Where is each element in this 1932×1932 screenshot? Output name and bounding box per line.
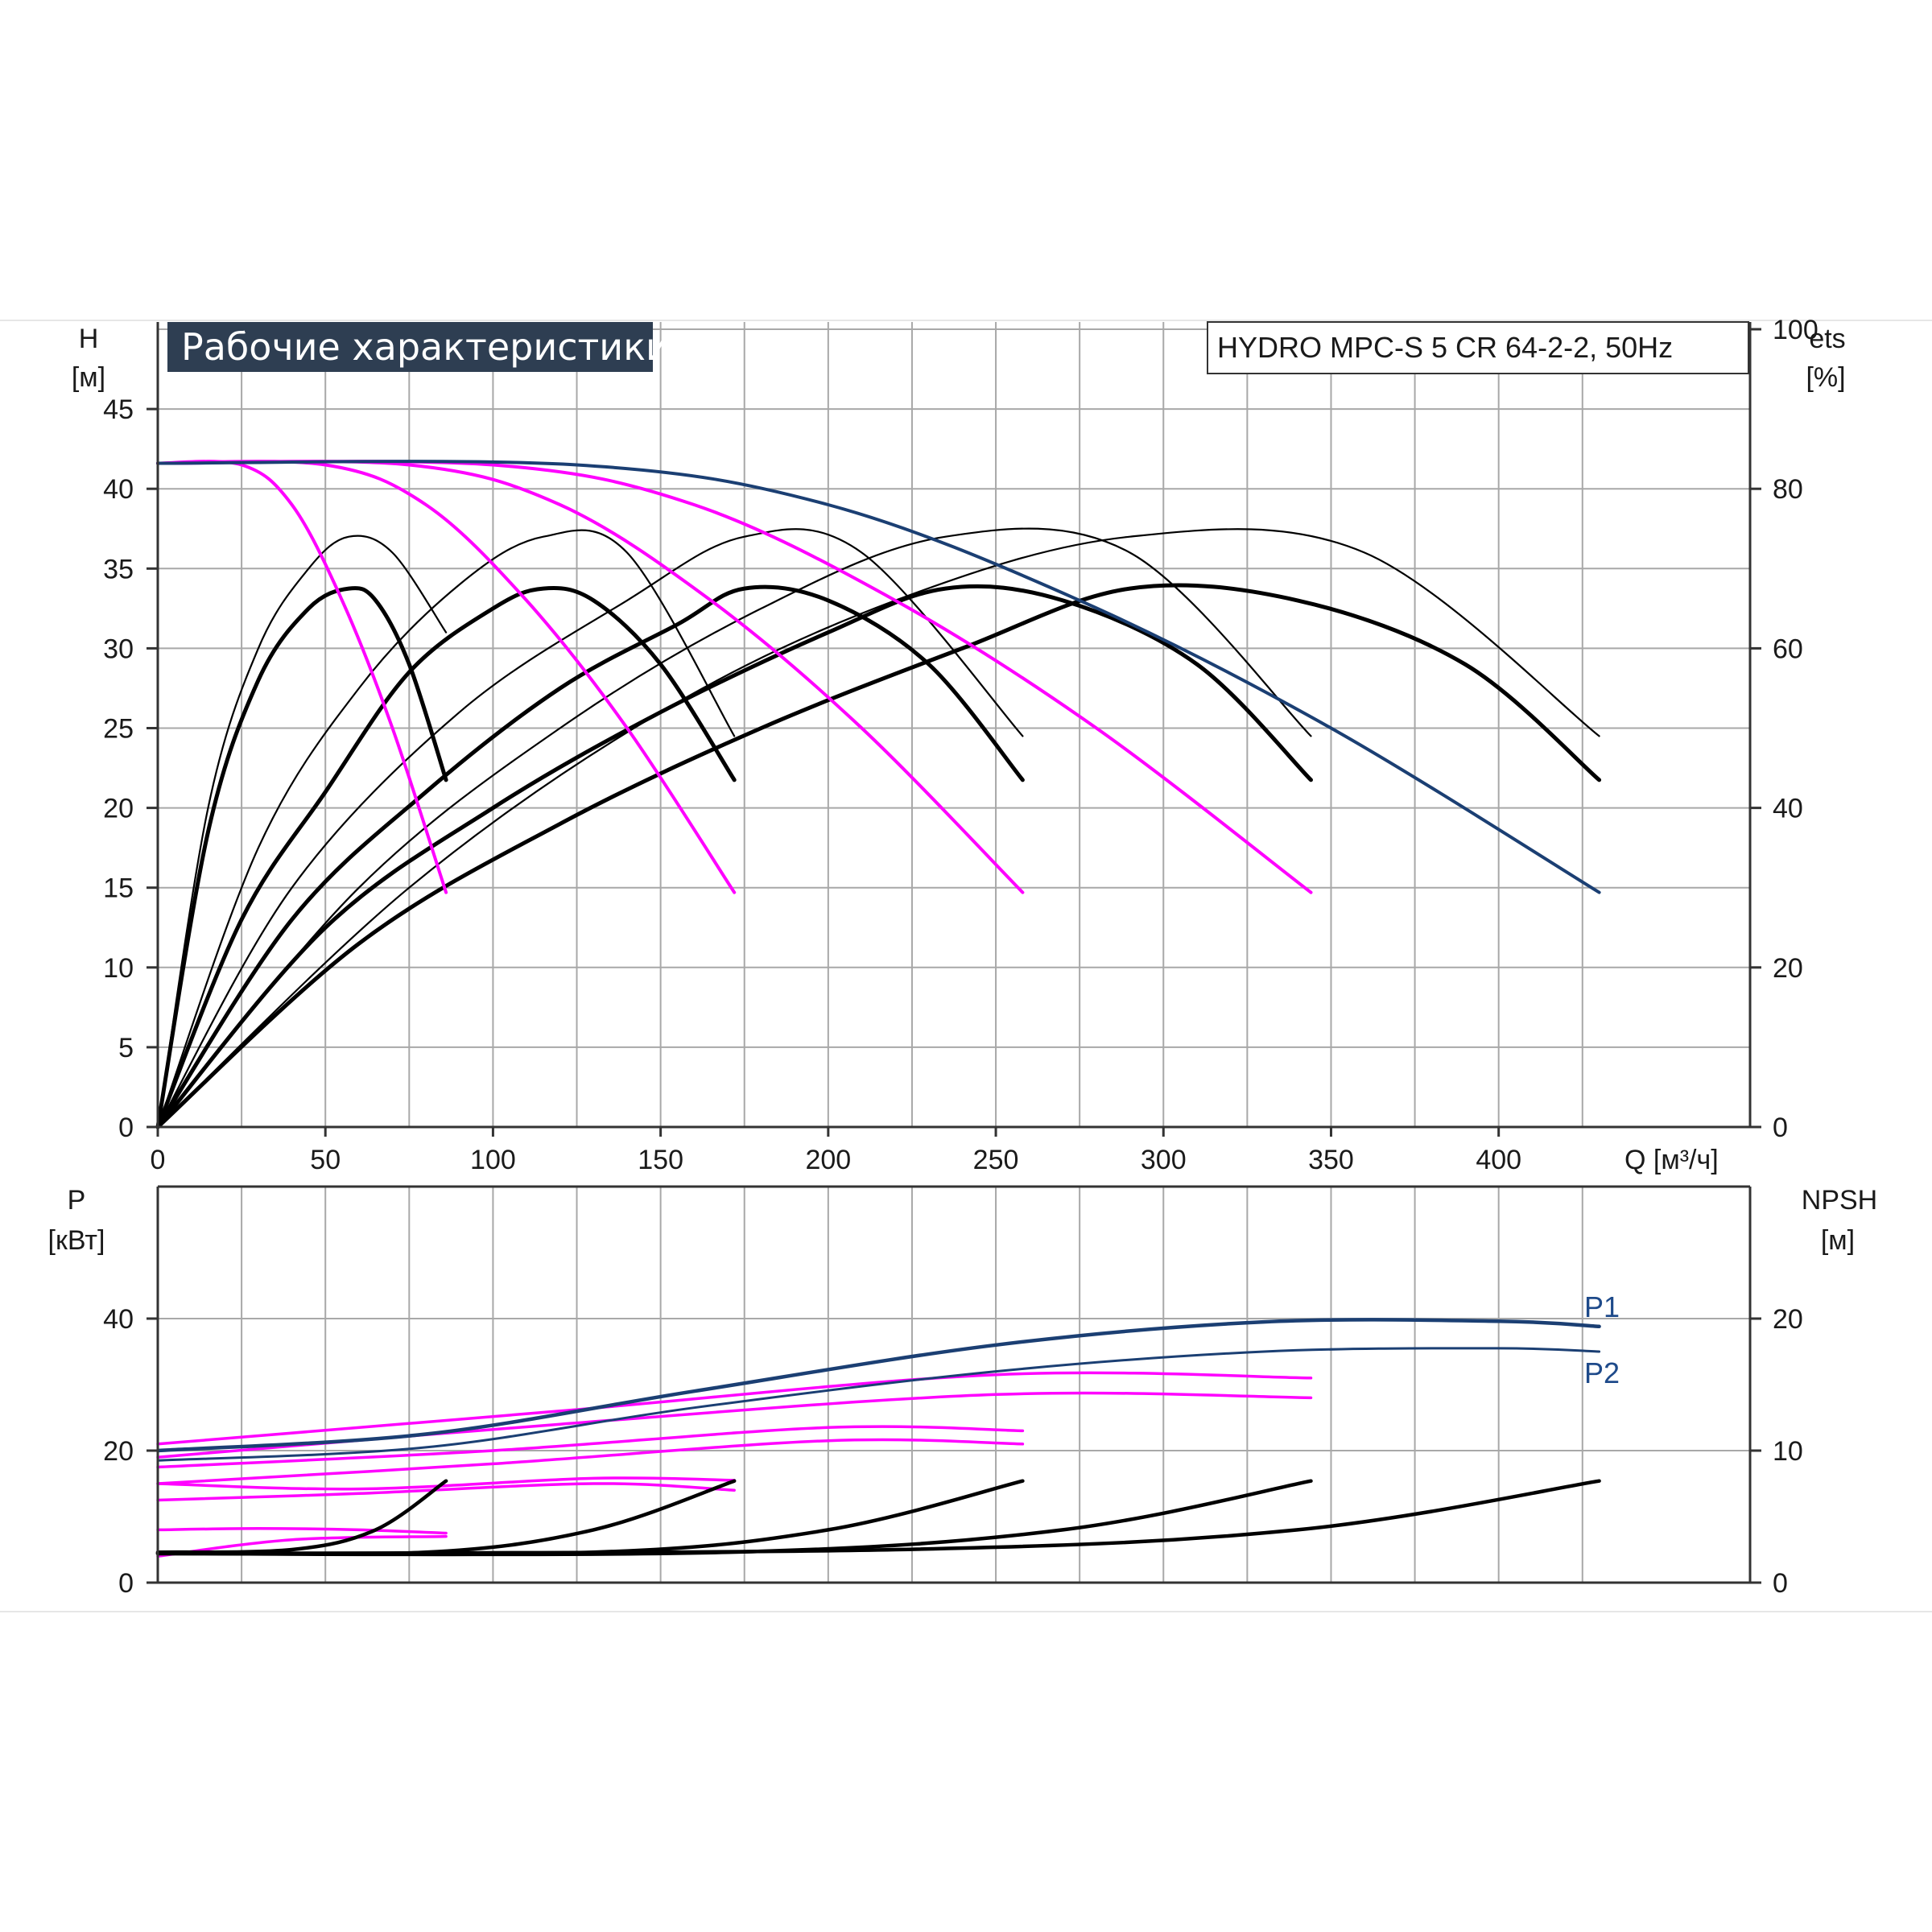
efficiency-curve	[155, 585, 737, 1129]
x-tick-label: 200	[805, 1145, 851, 1175]
head-curve-stage	[156, 460, 448, 894]
npsh-axis-label-unit: [м]	[1821, 1225, 1855, 1256]
y-tick-label: 45	[103, 394, 134, 425]
y-axis-label-name: H	[79, 324, 99, 354]
y2-tick-label: 80	[1773, 474, 1803, 505]
title-box	[167, 322, 653, 372]
bottom-curves	[155, 1318, 1601, 1558]
top-plot: 0 5 10 15 20 25 30 35 40 45 0 20 40 60 80 100 0 50 100 150 2…	[103, 315, 1818, 1175]
top-curves	[155, 460, 1602, 1129]
y2-axis-label-name: ets	[1809, 324, 1845, 354]
y-tick-label: 10	[103, 953, 134, 984]
npsh-tick-label: 10	[1773, 1436, 1803, 1467]
efficiency-curve	[156, 528, 1600, 1129]
p-tick-label: 0	[118, 1568, 134, 1599]
efficiency-curve	[155, 585, 448, 1129]
y-tick-label: 15	[103, 873, 134, 904]
top-grid	[157, 322, 1750, 1128]
y-tick-label: 5	[118, 1033, 134, 1063]
p1-label: P1	[1584, 1290, 1620, 1323]
efficiency-curve	[155, 584, 1025, 1129]
y2-axis-label-unit: [%]	[1806, 362, 1845, 393]
y2-tick-label: 20	[1773, 953, 1803, 984]
npsh-curve	[155, 1479, 737, 1556]
top-axes: 0 5 10 15 20 25 30 35 40 45 0 20 40 60 80 100 0 50 100 150 2…	[103, 315, 1818, 1175]
y-tick-label: 40	[103, 474, 134, 505]
efficiency-curve	[156, 529, 736, 1129]
model-label: HYDRO MPC-S 5 CR 64-2-2, 50Hz	[1217, 331, 1673, 364]
p-axis-label-unit: [кВт]	[48, 1225, 105, 1256]
power-curve-stage	[156, 1425, 1025, 1469]
bottom-plot: 0 20 40 0 10 20	[103, 1185, 1803, 1599]
chart-title: Рабочие характеристики	[181, 325, 670, 369]
y-tick-label: 0	[118, 1113, 134, 1143]
head-curve-stage	[156, 460, 737, 894]
x-tick-label: 350	[1308, 1145, 1354, 1175]
y-axis-label-unit: [м]	[72, 362, 105, 393]
efficiency-curve	[156, 535, 448, 1129]
efficiency-curve	[155, 583, 1602, 1129]
x-tick-label: 0	[151, 1145, 166, 1175]
power-curve-p1	[155, 1318, 1601, 1453]
x-tick-label: 400	[1476, 1145, 1521, 1175]
npsh-curve	[155, 1479, 1601, 1556]
y-tick-label: 25	[103, 714, 134, 745]
head-curve-total	[156, 460, 1601, 894]
x-tick-label: 300	[1141, 1145, 1187, 1175]
p-tick-label: 20	[103, 1436, 134, 1467]
x-tick-label: 250	[973, 1145, 1019, 1175]
y-tick-label: 30	[103, 634, 134, 664]
y-tick-label: 20	[103, 794, 134, 824]
y2-tick-label: 0	[1773, 1113, 1788, 1143]
npsh-tick-label: 0	[1773, 1568, 1788, 1599]
p-axis-label-name: P	[68, 1185, 86, 1216]
power-curve-stage	[156, 1371, 1313, 1446]
x-tick-label: 50	[310, 1145, 341, 1175]
y2-tick-label: 40	[1773, 794, 1803, 824]
p-tick-label: 40	[103, 1304, 134, 1335]
y-tick-label: 35	[103, 554, 134, 584]
efficiency-curve	[156, 527, 1312, 1129]
npsh-tick-label: 20	[1773, 1304, 1803, 1335]
power-curve-p2	[156, 1347, 1601, 1462]
power-curve-stage	[156, 1527, 448, 1535]
npsh-axis-label-name: NPSH	[1802, 1185, 1877, 1216]
power-curve-stage	[156, 1482, 736, 1502]
npsh-curve	[155, 1479, 1025, 1557]
bottom-grid	[157, 1187, 1750, 1583]
x-tick-label: 100	[470, 1145, 516, 1175]
power-curve-stage	[156, 1476, 736, 1491]
power-curve-stage	[156, 1438, 1025, 1485]
bottom-axes: 0 20 40 0 10 20	[103, 1185, 1803, 1599]
y2-tick-label: 100	[1773, 315, 1818, 345]
efficiency-curve	[156, 528, 1024, 1129]
model-box	[1207, 321, 1749, 374]
x-tick-label: 150	[638, 1145, 683, 1175]
p2-label: P2	[1584, 1356, 1620, 1389]
y2-tick-label: 60	[1773, 634, 1803, 664]
efficiency-curve	[155, 584, 1313, 1129]
x-axis-label: Q [м³/ч]	[1624, 1145, 1719, 1175]
